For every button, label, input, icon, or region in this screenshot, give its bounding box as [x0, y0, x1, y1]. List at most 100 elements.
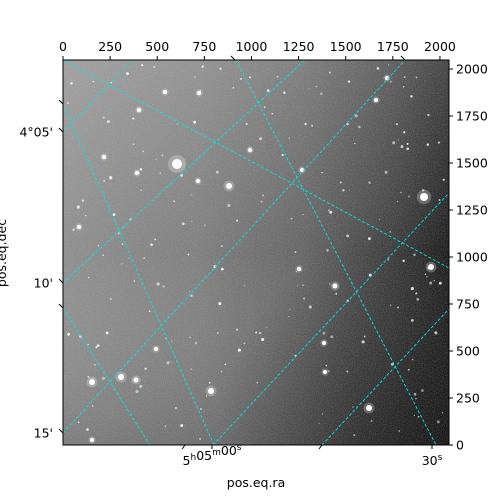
- faint-star: [400, 145, 404, 149]
- faint-star: [76, 205, 80, 209]
- faint-star: [205, 395, 208, 397]
- faint-star: [426, 143, 430, 146]
- faint-star: [421, 389, 424, 392]
- faint-star: [302, 284, 304, 286]
- dec-tick-label: 4°05': [19, 125, 53, 140]
- faint-star: [436, 420, 440, 424]
- faint-star: [227, 203, 231, 208]
- grid-edge-tick: [400, 55, 406, 61]
- faint-star: [244, 285, 246, 287]
- faint-star: [92, 80, 95, 83]
- faint-star: [415, 397, 417, 400]
- faint-star: [159, 172, 162, 174]
- star: [133, 377, 139, 383]
- faint-star: [255, 331, 258, 334]
- faint-star: [389, 80, 392, 83]
- faint-star: [339, 181, 342, 184]
- dec-tick: [58, 428, 64, 434]
- grid-edge-tick: [58, 303, 64, 309]
- right-tick-label: 2000: [456, 62, 488, 77]
- faint-star: [326, 249, 329, 252]
- faint-star: [389, 231, 392, 233]
- faint-star: [427, 113, 430, 117]
- faint-star: [86, 428, 89, 431]
- faint-star: [415, 76, 418, 79]
- star: [323, 370, 327, 374]
- faint-star: [256, 381, 259, 384]
- faint-star: [437, 141, 441, 144]
- grid-edge-tick: [318, 444, 323, 450]
- ra-tick-label: 30s: [422, 453, 443, 468]
- faint-star: [97, 244, 100, 247]
- faint-star: [190, 368, 193, 371]
- faint-star: [94, 364, 96, 366]
- stars-layer: [66, 64, 445, 444]
- faint-star: [101, 376, 106, 380]
- star: [118, 374, 124, 380]
- top-tick-label: 0: [59, 39, 67, 54]
- faint-star: [347, 80, 351, 83]
- grid-line: [321, 308, 449, 445]
- faint-star: [110, 81, 113, 84]
- faint-star: [258, 331, 262, 335]
- star: [374, 98, 378, 102]
- faint-star: [408, 195, 410, 198]
- faint-star: [162, 285, 165, 288]
- grid-line: [63, 60, 406, 434]
- faint-star: [441, 412, 443, 414]
- faint-star: [322, 331, 326, 335]
- faint-star: [402, 259, 405, 262]
- faint-star: [261, 194, 265, 197]
- faint-star: [346, 234, 350, 238]
- faint-star: [103, 179, 106, 182]
- faint-star: [188, 291, 190, 293]
- star: [322, 341, 326, 345]
- faint-star: [189, 336, 191, 338]
- top-tick-label: 250: [98, 39, 122, 54]
- faint-star: [112, 213, 116, 216]
- faint-star: [348, 189, 350, 191]
- faint-star: [143, 257, 145, 259]
- faint-star: [87, 376, 90, 378]
- faint-star: [105, 331, 109, 335]
- faint-star: [358, 125, 361, 129]
- star: [102, 155, 106, 159]
- dec-tick: [58, 127, 64, 133]
- faint-star: [329, 210, 333, 214]
- faint-star: [236, 219, 238, 222]
- faint-star: [429, 281, 433, 285]
- faint-star: [150, 243, 153, 247]
- faint-star: [304, 122, 307, 126]
- faint-star: [173, 200, 175, 203]
- faint-star: [121, 263, 123, 265]
- faint-star: [266, 89, 270, 93]
- faint-star: [67, 332, 71, 336]
- faint-star: [181, 222, 185, 226]
- faint-star: [153, 65, 156, 68]
- faint-star: [87, 344, 89, 346]
- faint-star: [281, 153, 284, 157]
- faint-star: [91, 405, 94, 407]
- faint-star: [402, 86, 405, 88]
- top-tick-label: 750: [192, 39, 216, 54]
- faint-star: [243, 342, 246, 345]
- faint-star: [389, 304, 392, 307]
- right-tick-label: 1250: [456, 203, 488, 218]
- faint-star: [410, 319, 414, 322]
- faint-star: [140, 189, 142, 191]
- faint-star: [259, 137, 263, 141]
- right-tick-label: 1750: [456, 109, 488, 124]
- faint-star: [328, 71, 331, 74]
- faint-star: [424, 273, 427, 275]
- faint-star: [397, 139, 399, 141]
- faint-star: [320, 92, 323, 95]
- faint-star: [315, 85, 317, 88]
- faint-star: [199, 437, 202, 440]
- faint-star: [327, 209, 331, 212]
- faint-star: [170, 361, 172, 363]
- faint-star: [403, 130, 406, 134]
- faint-star: [308, 305, 312, 309]
- faint-star: [354, 114, 358, 118]
- sky-noise: [63, 60, 449, 445]
